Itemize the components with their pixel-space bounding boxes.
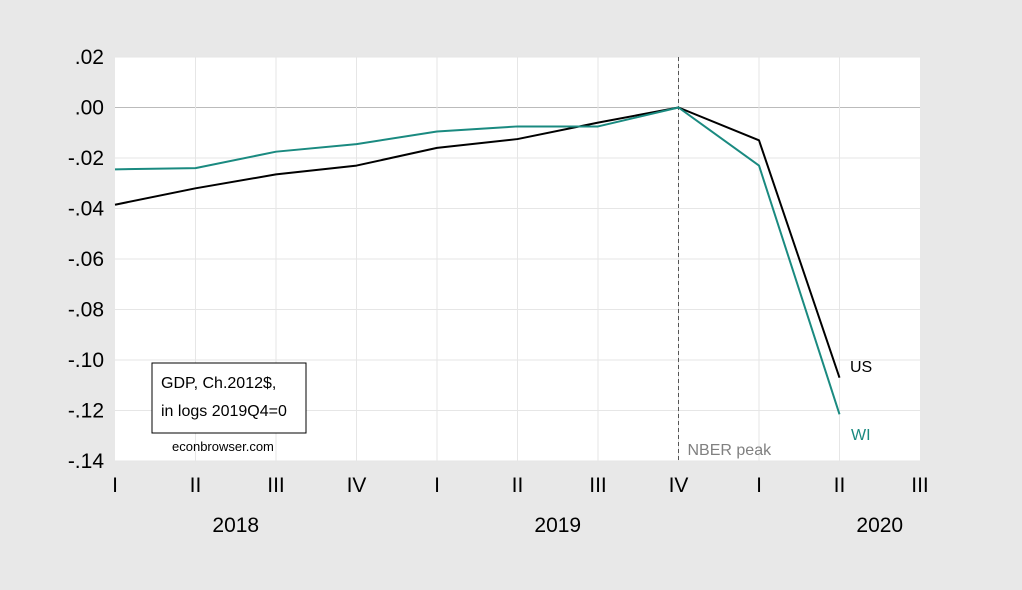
x-year-label: 2018 <box>212 514 259 537</box>
y-tick-label: -.14 <box>68 450 105 473</box>
x-tick-label: II <box>512 474 524 497</box>
source-label: econbrowser.com <box>172 439 274 454</box>
y-tick-label: -.02 <box>68 147 104 170</box>
x-tick-label: I <box>434 474 440 497</box>
nber-peak-label: NBER peak <box>688 442 773 459</box>
y-tick-label: .00 <box>75 97 104 120</box>
x-tick-label: IV <box>347 474 367 497</box>
y-axis-ticks: .02 .00 -.02 -.04 -.06 -.08 -.10 -.12 -.14 <box>68 46 105 473</box>
x-tick-label: IV <box>669 474 689 497</box>
x-tick-label: I <box>756 474 762 497</box>
x-tick-label: II <box>190 474 202 497</box>
series-lines <box>114 106 841 415</box>
x-tick-label: III <box>267 474 285 497</box>
annotation-line-1: GDP, Ch.2012$, <box>161 375 276 392</box>
series-line-wi <box>114 106 841 415</box>
x-axis-years: 2018 2019 2020 <box>212 514 903 537</box>
x-tick-label: I <box>112 474 118 497</box>
x-year-label: 2019 <box>534 514 581 537</box>
x-tick-label: II <box>834 474 846 497</box>
series-label-us: US <box>850 359 872 376</box>
y-tick-label: .02 <box>75 46 104 69</box>
y-tick-label: -.10 <box>68 349 104 372</box>
y-tick-label: -.04 <box>68 198 105 221</box>
series-labels: US WI <box>850 359 872 444</box>
series-line-us <box>114 106 841 378</box>
x-axis-ticks: I II III IV I II III IV I II III <box>112 474 929 497</box>
x-year-label: 2020 <box>856 514 903 537</box>
x-tick-label: III <box>589 474 607 497</box>
series-label-wi: WI <box>851 427 871 444</box>
y-tick-label: -.08 <box>68 299 104 322</box>
y-tick-label: -.12 <box>68 400 104 423</box>
annotation-box <box>151 362 307 434</box>
annotation-line-2: in logs 2019Q4=0 <box>161 403 287 420</box>
y-tick-label: -.06 <box>68 248 104 271</box>
x-tick-label: III <box>911 474 929 497</box>
